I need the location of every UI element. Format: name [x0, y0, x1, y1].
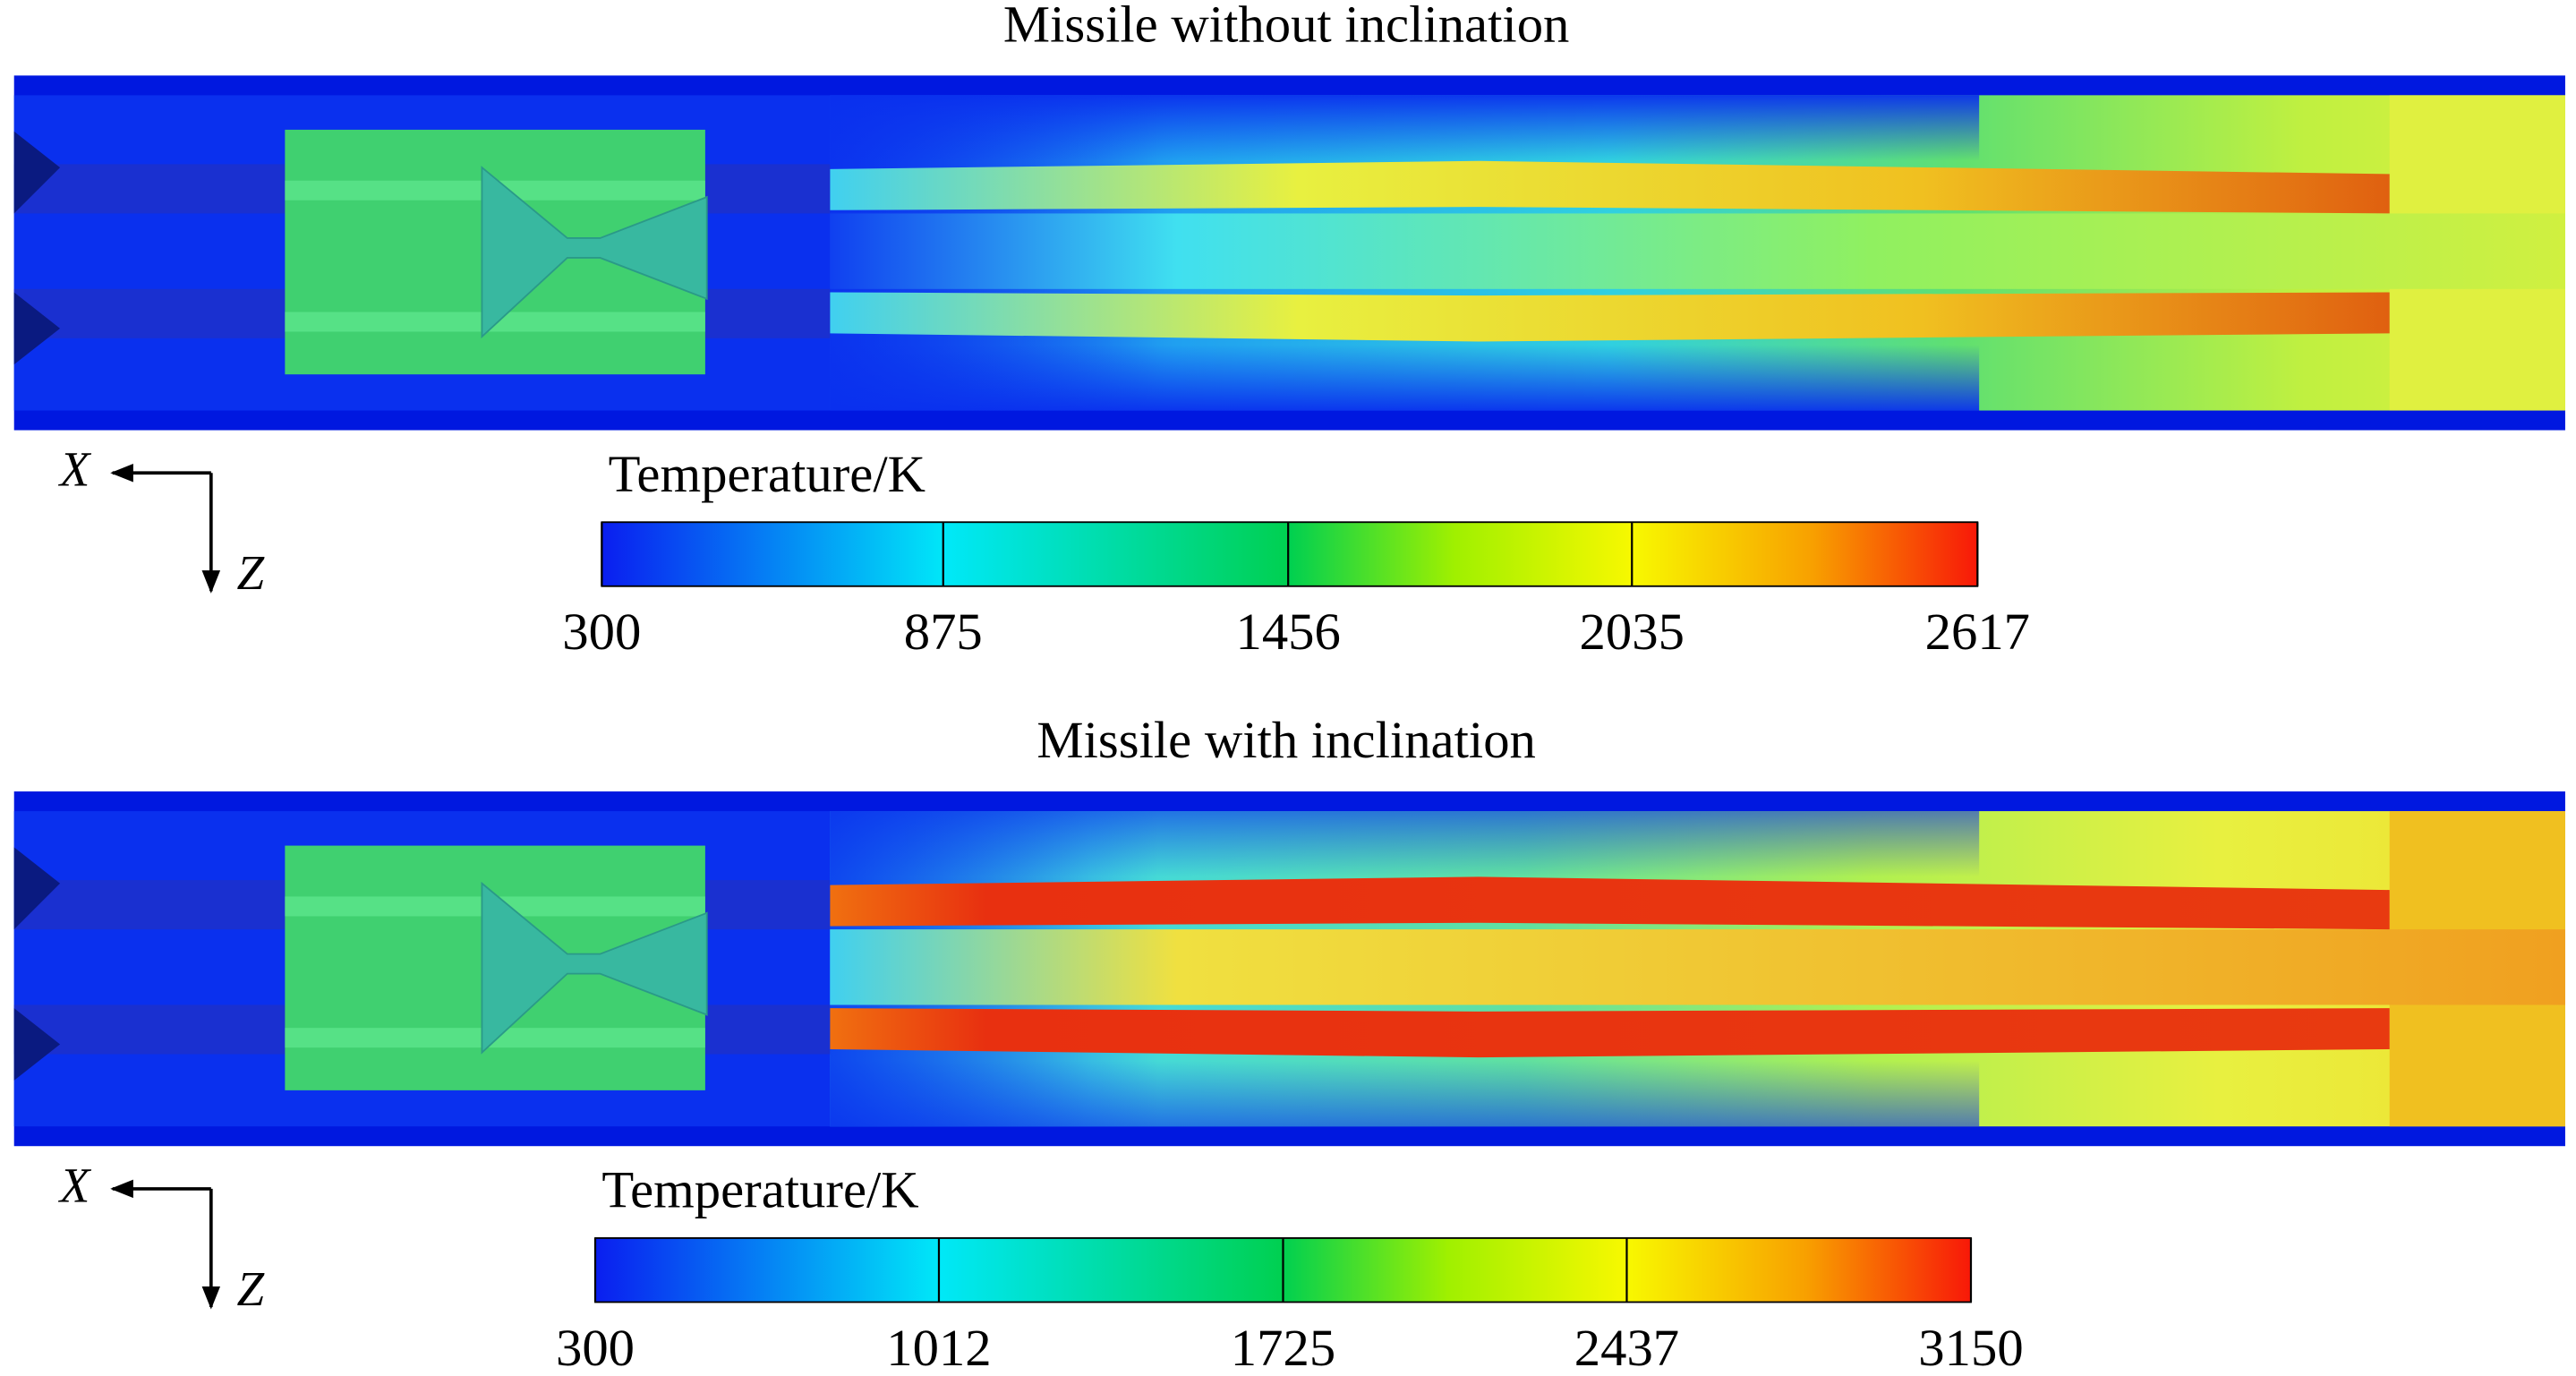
nose-lower [13, 1008, 61, 1081]
colorbar-tick-label: 875 [904, 603, 983, 661]
core-band [830, 213, 2565, 289]
nose-upper [13, 131, 61, 214]
contour-field [13, 791, 2565, 1147]
colorbar [601, 521, 1979, 587]
colorbar-label: Temperature/K [601, 1161, 918, 1219]
axis-label-z: Z [237, 545, 266, 600]
upper-streak [830, 876, 2390, 930]
nozzle [481, 881, 708, 1055]
nose-upper [13, 847, 61, 930]
lower-streak [830, 1008, 2390, 1058]
axis-label-x: X [58, 1158, 92, 1212]
nozzle [481, 166, 708, 339]
colorbar-tick-label: 2437 [1574, 1319, 1679, 1376]
core-band [830, 929, 2565, 1005]
colorbar-label: Temperature/K [609, 445, 925, 503]
axis-label-x: X [58, 442, 92, 497]
colorbar-tick-label: 1012 [886, 1319, 991, 1376]
colorbar-tick-label: 1725 [1231, 1319, 1335, 1376]
colorbar-tick-label: 2617 [1925, 603, 2030, 661]
nose-lower [13, 292, 61, 365]
axis-label-z: Z [237, 1261, 266, 1316]
upper-streak [830, 160, 2390, 214]
lower-streak [830, 292, 2390, 342]
panel-title: Missile without inclination [1003, 0, 1570, 53]
colorbar-tick-label: 1456 [1235, 603, 1340, 661]
colorbar-tick-label: 2035 [1580, 603, 1685, 661]
colorbar-tick-label: 3150 [1918, 1319, 2023, 1376]
contour-field [13, 75, 2565, 431]
panel-title: Missile with inclination [1036, 711, 1536, 769]
colorbar-tick-label: 300 [556, 1319, 635, 1376]
colorbar-tick-label: 300 [562, 603, 641, 661]
